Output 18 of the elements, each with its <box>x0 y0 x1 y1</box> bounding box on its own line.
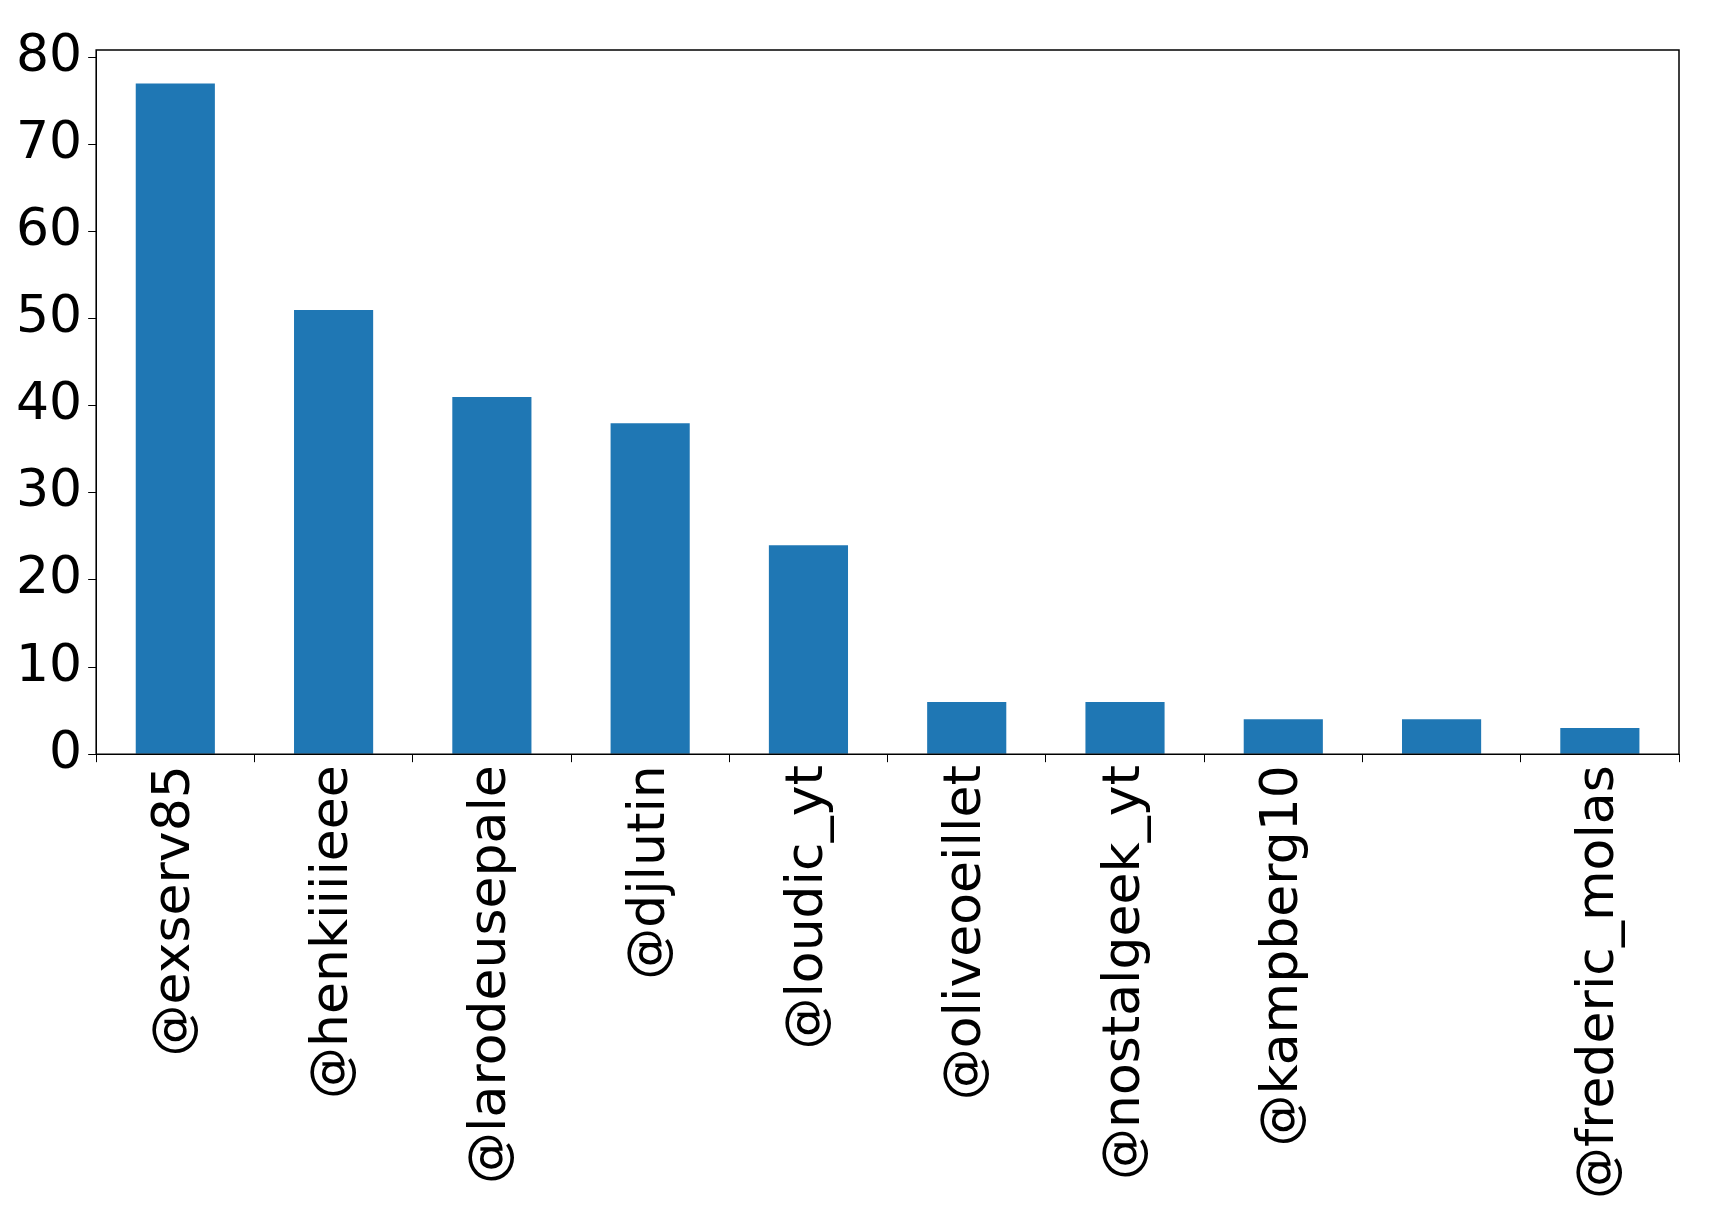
x-tick-label: @henkiiiieee <box>299 765 360 1099</box>
y-tick-label: 80 <box>16 22 83 83</box>
x-tick-label: @loudic_yt <box>773 765 834 1050</box>
x-tick-label: @exserv85 <box>140 765 201 1057</box>
x-tick-label: @nostalgeek_yt <box>1090 765 1151 1181</box>
x-tick-label: @kampberg10 <box>1248 765 1309 1147</box>
y-tick-label: 30 <box>16 458 83 519</box>
y-tick-label: 0 <box>49 719 83 780</box>
y-tick-label: 70 <box>16 110 83 171</box>
y-tick-label: 60 <box>16 197 83 258</box>
y-tick-label: 20 <box>16 545 83 606</box>
y-tick-label: 10 <box>16 632 83 693</box>
x-tick-label: @djlutin <box>615 765 676 980</box>
x-tick-label: @frederic_molas <box>1565 765 1626 1199</box>
x-tick-label: @oliveoeillet <box>932 765 993 1101</box>
x-tick-label: @larodeusepale <box>457 765 518 1184</box>
y-tick-label: 50 <box>16 284 83 345</box>
y-tick-label: 40 <box>16 371 83 432</box>
